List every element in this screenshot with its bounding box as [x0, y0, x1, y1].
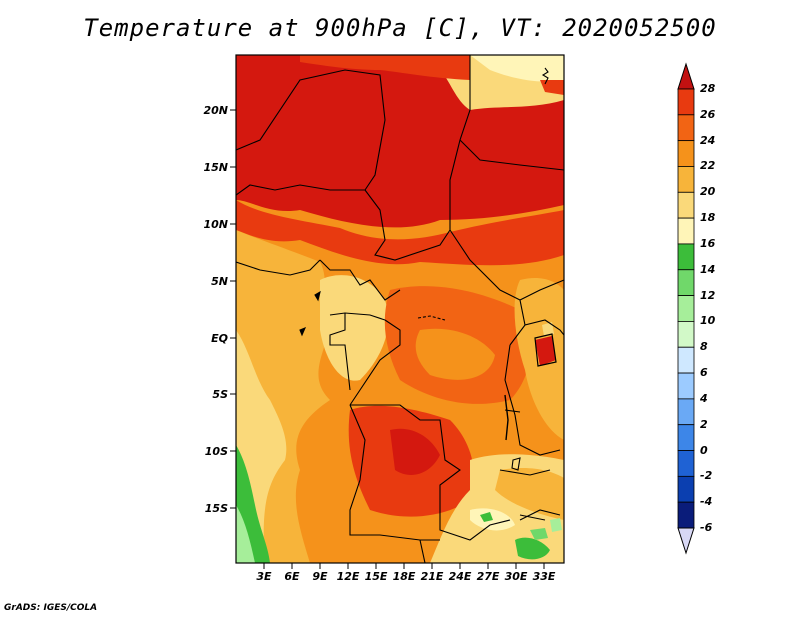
map-title: Temperature at 900hPa [C], VT: 202005250… — [83, 14, 717, 42]
colorbar-segment — [677, 269, 695, 296]
country-borders — [236, 55, 564, 563]
lat-label: 10S — [204, 445, 228, 458]
lon-label: 27E — [476, 570, 500, 583]
colorbar-label: 20 — [700, 185, 716, 199]
colorbar-label: 2 — [700, 417, 708, 431]
colorbar-segment — [677, 346, 695, 374]
colorbar-label: 12 — [700, 288, 716, 302]
lon-label: 3E — [256, 570, 272, 583]
colorbar-segment — [677, 450, 695, 477]
colorbar — [677, 62, 695, 555]
temperature-field — [236, 55, 564, 563]
lon-label: 12E — [336, 570, 360, 583]
colorbar-label: -4 — [700, 495, 713, 509]
colorbar-label: -2 — [700, 469, 713, 483]
lon-label: 21E — [420, 570, 444, 583]
lat-label: 15N — [203, 161, 228, 174]
colorbar-segment — [677, 243, 695, 271]
colorbar-segment — [677, 321, 695, 348]
colorbar-segment — [677, 191, 695, 219]
colorbar-label: 14 — [700, 262, 716, 276]
colorbar-label: 4 — [700, 391, 708, 405]
lat-label: 5N — [211, 275, 228, 288]
lon-label: 15E — [364, 570, 388, 583]
lat-label: 20N — [203, 104, 228, 117]
lon-ticks — [263, 563, 545, 569]
colorbar-label: 10 — [700, 314, 716, 328]
colorbar-segment — [677, 424, 695, 451]
colorbar-segment — [677, 295, 695, 322]
colorbar-segment — [677, 372, 695, 400]
colorbar-segment — [677, 166, 695, 193]
lon-label: 30E — [504, 570, 528, 583]
lat-ticks — [230, 109, 236, 509]
colorbar-segment — [677, 140, 695, 167]
colorbar-label: 0 — [700, 443, 708, 457]
colorbar-label: 18 — [700, 211, 716, 225]
colorbar-segment — [677, 217, 695, 245]
credit-text: GrADS: IGES/COLA — [4, 603, 98, 613]
colorbar-segment — [677, 88, 695, 116]
colorbar-under-triangle — [677, 527, 695, 555]
colorbar-label: -6 — [700, 521, 713, 534]
colorbar-label: 26 — [700, 107, 716, 121]
colorbar-label: 24 — [700, 133, 716, 147]
lat-label: 10N — [203, 218, 228, 231]
colorbar-label: 22 — [700, 159, 716, 173]
colorbar-label: 16 — [700, 236, 716, 250]
lon-label: 18E — [392, 570, 416, 583]
colorbar-segment — [677, 475, 695, 503]
lat-label: 15S — [204, 502, 228, 515]
colorbar-label: 28 — [700, 82, 716, 95]
colorbar-segment — [677, 114, 695, 142]
colorbar-segment — [677, 501, 695, 529]
lon-label: 9E — [312, 570, 328, 583]
map-frame — [235, 54, 565, 564]
lon-label: 33E — [532, 570, 556, 583]
colorbar-segment — [677, 398, 695, 426]
lat-label: 5S — [212, 388, 228, 401]
lon-label: 6E — [284, 570, 300, 583]
colorbar-label: 6 — [700, 366, 708, 380]
colorbar-over-triangle — [677, 62, 695, 90]
colorbar-label: 8 — [700, 340, 708, 354]
lon-label: 24E — [448, 570, 472, 583]
lat-label: EQ — [211, 332, 228, 345]
